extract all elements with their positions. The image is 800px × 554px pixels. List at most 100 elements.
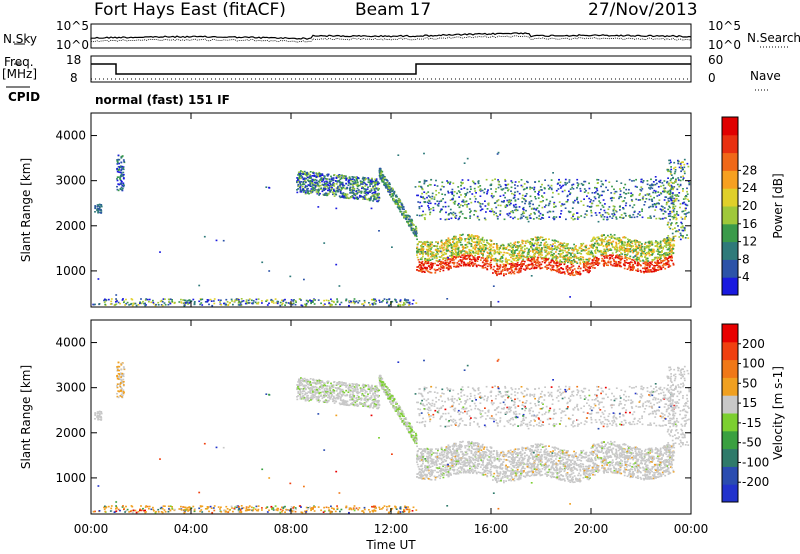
power-point	[257, 301, 260, 304]
power-point	[533, 266, 536, 268]
power-point	[311, 184, 314, 186]
power-point	[636, 240, 638, 242]
power-point	[378, 169, 381, 172]
power-point	[377, 189, 380, 191]
power-point	[663, 256, 665, 258]
power-point	[473, 214, 475, 216]
power-point	[303, 191, 305, 193]
power-point	[558, 243, 561, 246]
power-point	[431, 241, 433, 244]
power-point	[565, 266, 568, 268]
power-point	[385, 187, 387, 189]
power-point	[559, 243, 562, 245]
power-point	[608, 258, 611, 260]
power-point	[501, 260, 504, 262]
power-point	[620, 182, 623, 184]
power-point	[333, 195, 336, 197]
power-point	[638, 244, 640, 247]
power-point	[621, 257, 624, 260]
power-point	[538, 266, 541, 268]
power-point	[447, 268, 450, 271]
power-point	[325, 180, 328, 183]
power-point	[565, 268, 568, 270]
power-point	[660, 257, 662, 260]
power-point	[451, 254, 454, 257]
power-point	[490, 183, 493, 186]
power-point	[584, 180, 587, 183]
power-point	[462, 233, 464, 236]
power-point	[476, 252, 478, 255]
power-point	[417, 194, 419, 197]
power-point	[419, 258, 422, 261]
power-point	[582, 183, 585, 186]
power-point	[523, 198, 525, 200]
power-point	[477, 242, 480, 244]
power-point	[545, 264, 548, 267]
power-point	[410, 224, 413, 227]
power-point	[490, 243, 493, 246]
power-point	[651, 254, 653, 256]
power-point	[593, 256, 596, 258]
power-point	[499, 247, 501, 249]
power-point	[188, 299, 191, 301]
power-point	[297, 188, 299, 190]
power-point	[661, 206, 664, 208]
power-point	[650, 178, 652, 181]
power-point	[533, 208, 535, 210]
power-point	[570, 266, 573, 268]
power-point	[505, 248, 507, 250]
power-point	[428, 265, 431, 267]
power-point	[487, 263, 490, 265]
power-point	[454, 257, 457, 260]
power-point	[648, 206, 650, 209]
power-point	[100, 212, 102, 214]
power-point	[325, 299, 328, 302]
power-point	[312, 300, 314, 302]
power-point	[346, 193, 349, 196]
power-point	[497, 186, 500, 189]
power-point	[596, 242, 599, 245]
power-point	[511, 192, 513, 195]
power-point	[638, 249, 641, 251]
power-point	[118, 162, 120, 165]
power-point	[323, 187, 325, 190]
power-point	[627, 192, 630, 194]
power-point	[144, 302, 146, 305]
power-point	[513, 252, 516, 254]
power-point	[427, 253, 430, 256]
power-point	[492, 268, 495, 271]
power-point	[373, 196, 376, 198]
power-point	[341, 177, 344, 179]
power-point	[418, 261, 421, 263]
power-point	[664, 267, 667, 270]
power-point	[588, 206, 591, 208]
power-point	[424, 260, 427, 263]
power-point	[521, 259, 524, 261]
power-point	[508, 212, 511, 215]
power-point	[605, 262, 608, 265]
power-point	[526, 180, 528, 183]
power-point	[576, 252, 579, 254]
power-point	[455, 243, 458, 245]
power-point	[332, 184, 334, 186]
power-point	[620, 258, 623, 261]
power-point	[327, 299, 330, 302]
power-point	[588, 253, 591, 256]
power-point	[605, 256, 608, 258]
power-point	[603, 250, 605, 253]
power-point	[488, 263, 491, 266]
power-point	[604, 250, 607, 252]
power-point	[651, 259, 654, 261]
power-point	[432, 209, 435, 212]
power-point	[510, 180, 513, 182]
power-point	[654, 269, 657, 271]
power-point	[148, 298, 151, 301]
power-point	[650, 241, 653, 243]
power-point	[537, 238, 540, 241]
power-point	[568, 247, 571, 250]
power-point	[665, 217, 667, 219]
power-point	[566, 200, 569, 203]
power-point	[339, 192, 342, 194]
power-point	[615, 265, 617, 267]
power-point	[488, 249, 491, 251]
